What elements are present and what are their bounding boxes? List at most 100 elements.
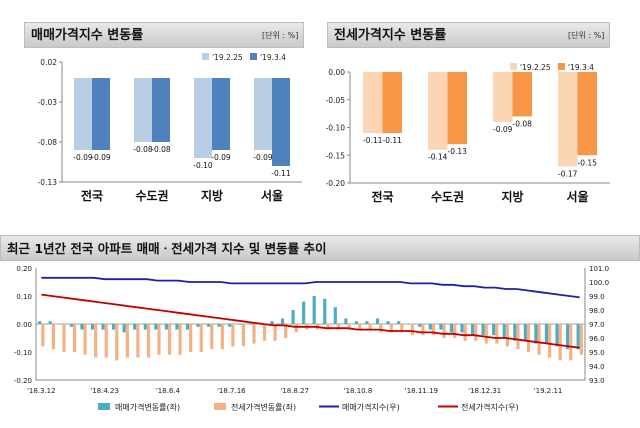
trend-sale-change-bar: [69, 324, 73, 327]
trend-sale-change-bar: [133, 324, 137, 330]
trend-jeonse-change-bar: [167, 324, 172, 355]
trend-jeonse-change-bar: [505, 324, 509, 347]
sale-chart-bar-curr: [272, 78, 290, 166]
trend-panel-title: 최근 1년간 전국 아파트 매매ㆍ전세가격 지수 및 변동률 추이: [0, 235, 640, 261]
jeonse-chart-category-label: 지방: [501, 189, 523, 204]
sale-chart-data-label: -0.08: [133, 145, 153, 154]
sale-chart-bar-curr: [212, 78, 230, 150]
sale-chart-bar-curr: [152, 78, 170, 142]
sale-chart-bar-prev: [254, 78, 272, 150]
jeonse-chart-data-label: -0.09: [493, 125, 513, 134]
trend-jeonse-change-bar: [41, 324, 45, 347]
trend-sale-change-bar: [439, 324, 443, 330]
jeonse-chart-data-label: -0.15: [578, 158, 598, 167]
trend-jeonse-change-bar: [125, 324, 129, 358]
sale-panel-unit: [단위 : %]: [262, 31, 299, 40]
trend-right-tick-label: 94.0: [589, 363, 605, 371]
sale-chart-legend-label: '19.2.25: [212, 53, 243, 62]
jeonse-chart-legend-label: '19.2.25: [520, 63, 551, 72]
trend-legend-label: 매매가격변동률(좌): [115, 402, 180, 412]
sale-chart-data-label: -0.10: [193, 161, 213, 170]
sale-chart-legend-swatch: [202, 53, 209, 60]
jeonse-chart-data-label: -0.13: [448, 147, 468, 156]
trend-jeonse-change-bar: [579, 324, 583, 355]
sale-chart-category-label: 수도권: [135, 189, 168, 203]
jeonse-chart-y-tick-label: -0.10: [326, 124, 346, 133]
trend-sale-change-bar: [460, 324, 464, 333]
sale-chart-legend-swatch: [250, 53, 257, 60]
jeonse-panel-title: 전세가격지수 변동률: [327, 22, 610, 48]
trend-sale-change-bar: [365, 321, 369, 324]
sale-chart-y-tick-label: -0.03: [38, 98, 58, 107]
trend-jeonse-change-bar: [347, 324, 351, 330]
jeonse-chart-bar-prev: [363, 72, 383, 134]
trend-sale-change-bar: [418, 324, 422, 327]
trend-right-tick-label: 96.0: [589, 335, 605, 343]
jeonse-chart-y-tick-label: -0.20: [326, 179, 346, 188]
trend-sale-change-bar: [397, 321, 401, 324]
trend-jeonse-change-bar: [326, 324, 330, 330]
trend-jeonse-change-bar: [178, 324, 182, 355]
trend-left-tick-label: 0.20: [16, 265, 32, 273]
trend-sale-change-bar: [101, 324, 105, 330]
sale-chart-bar-prev: [134, 78, 152, 142]
trend-jeonse-change-bar: [379, 324, 383, 333]
jeonse-chart-data-label: -0.08: [513, 119, 533, 128]
trend-jeonse-change-bar: [189, 324, 193, 352]
trend-sale-change-bar: [154, 324, 158, 330]
sale-chart-bar-prev: [74, 78, 92, 150]
trend-jeonse-change-bar: [463, 324, 467, 341]
trend-sale-change-bar: [565, 324, 570, 350]
jeonse-chart-category-label: 전국: [371, 189, 393, 204]
jeonse-chart-bar-curr: [382, 72, 402, 134]
jeonse-chart-y-tick-label: -0.05: [326, 96, 346, 105]
trend-sale-change-bar: [90, 324, 95, 330]
jeonse-chart-data-label: -0.14: [428, 153, 448, 162]
trend-jeonse-change-bar: [410, 324, 414, 336]
trend-x-tick-label: '18.10.8: [344, 387, 373, 395]
trend-sale-change-bar: [555, 324, 559, 347]
trend-left-tick-label: -0.20: [14, 377, 32, 385]
trend-jeonse-change-bar: [569, 324, 573, 361]
trend-legend-label: 전세가격지수(우): [461, 402, 519, 412]
trend-sale-change-bar: [185, 324, 190, 330]
trend-jeonse-change-bar: [526, 324, 531, 352]
trend-legend-swatch: [98, 403, 110, 410]
trend-sale-change-bar: [449, 324, 454, 333]
jeonse-chart-category-label: 수도권: [431, 190, 464, 204]
trend-sale-change-bar: [38, 321, 42, 324]
trend-sale-change-bar: [196, 324, 200, 327]
trend-right-tick-label: 99.0: [589, 293, 605, 301]
jeonse-chart-bar-curr: [577, 72, 597, 156]
jeonse-chart-bar-prev: [428, 72, 448, 150]
trend-jeonse-change-bar: [558, 324, 562, 361]
trend-jeonse-index-line: [41, 293, 580, 349]
sale-chart-category-label: 서울: [261, 188, 283, 203]
trend-jeonse-change-bar: [231, 324, 235, 347]
trend-sale-change-bar: [112, 324, 116, 330]
jeonse-chart-bar-prev: [493, 72, 513, 122]
trend-right-tick-label: 101.0: [589, 265, 609, 273]
trend-sale-change-bar: [228, 324, 232, 327]
trend-sale-change-bar: [175, 324, 179, 330]
trend-sale-change-bar: [513, 324, 517, 341]
sale-chart-data-label: -0.09: [73, 153, 93, 162]
jeonse-chart-legend-swatch: [510, 63, 517, 70]
sale-chart-data-label: -0.09: [91, 153, 111, 162]
trend-sale-index-line: [41, 276, 580, 299]
sale-chart-bar-curr: [92, 78, 110, 150]
trend-x-tick-label: '18.4.23: [90, 387, 119, 395]
jeonse-chart-category-label: 서울: [566, 189, 588, 204]
trend-x-tick-label: '18.8.27: [280, 387, 309, 395]
trend-sale-change-bar: [164, 324, 168, 330]
jeonse-chart-bar-curr: [512, 72, 532, 117]
sale-panel-title: 매매가격지수 변동률: [24, 22, 304, 48]
trend-right-tick-label: 98.0: [589, 307, 605, 315]
trend-sale-change-bar: [386, 321, 390, 324]
sale-chart-data-label: -0.09: [253, 153, 273, 162]
trend-jeonse-change-bar: [210, 324, 214, 350]
trend-sale-change-bar: [407, 324, 411, 325]
trend-jeonse-change-bar: [294, 324, 298, 333]
trend-sale-change-bar: [523, 324, 527, 341]
trend-jeonse-change-bar: [199, 324, 203, 352]
